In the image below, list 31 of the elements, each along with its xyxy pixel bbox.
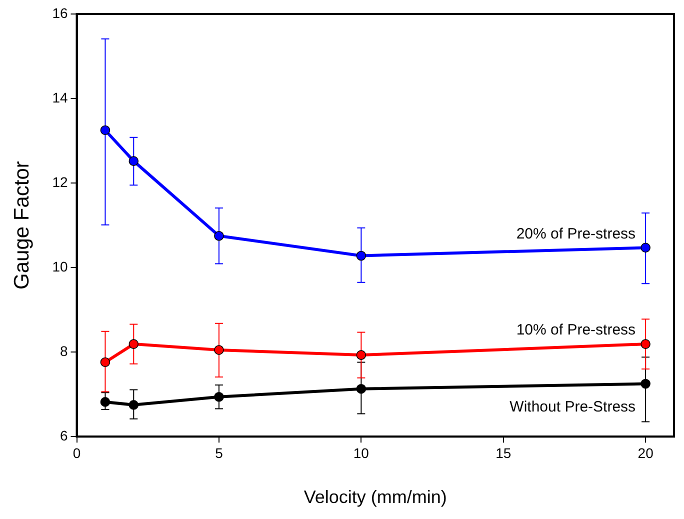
point [356, 250, 366, 261]
x-tick-label: 20 [638, 444, 654, 461]
point [100, 357, 110, 368]
x-tick-label: 0 [72, 444, 81, 461]
point [128, 339, 139, 349]
y-tick-label: 6 [60, 427, 68, 444]
point [356, 350, 366, 360]
point [640, 378, 650, 389]
point [640, 242, 650, 253]
y-tick-label: 14 [52, 89, 68, 106]
point [100, 397, 110, 407]
series-label: 10% of Pre-stress [516, 322, 636, 339]
x-axis-title: Velocity (mm/min) [304, 487, 447, 508]
point [356, 384, 366, 394]
x-tick-label: 5 [215, 444, 224, 461]
y-tick-label: 10 [52, 258, 68, 274]
series-label: Without Pre-Stress [510, 398, 636, 416]
point [214, 345, 224, 355]
y-axis-title: Gauge Factor [10, 161, 34, 290]
point [640, 339, 650, 349]
point [214, 392, 224, 402]
x-tick-label: 15 [496, 444, 512, 461]
point [214, 230, 224, 241]
y-tick-label: 16 [52, 4, 68, 21]
point [100, 125, 110, 136]
x-tick-label: 10 [353, 444, 370, 461]
y-tick-label: 8 [60, 342, 68, 359]
series-label: 20% of Pre-stress [516, 225, 636, 242]
y-tick-label: 12 [52, 174, 68, 190]
point [128, 400, 139, 410]
point [128, 156, 139, 166]
